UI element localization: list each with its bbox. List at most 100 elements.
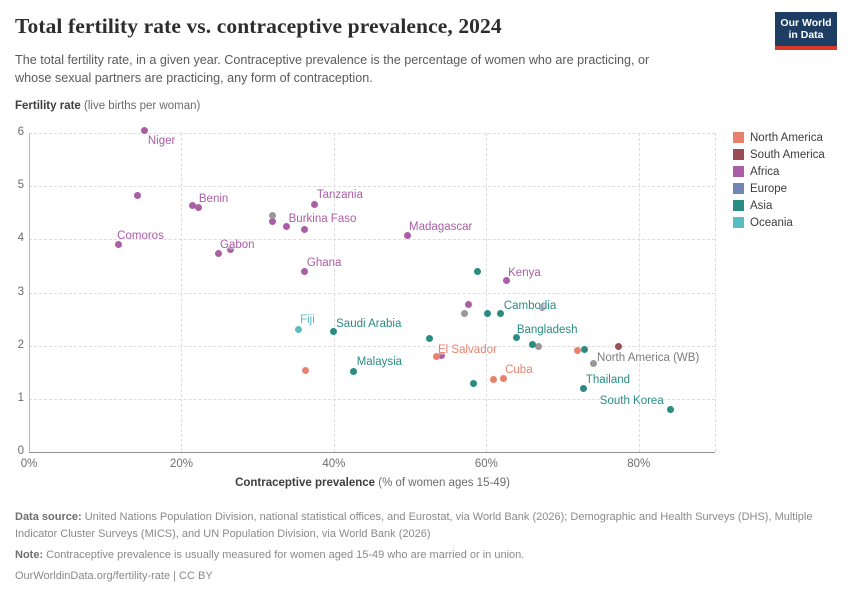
point-label-burkina-faso[interactable]: Burkina Faso: [288, 213, 357, 226]
point-label-north-america-wb-[interactable]: North America (WB): [597, 351, 700, 364]
owid-logo-line1: Our World: [780, 16, 832, 29]
data-point-tanzania[interactable]: [311, 201, 319, 209]
footer-citation[interactable]: OurWorldinData.org/fertility-rate | CC B…: [15, 570, 213, 582]
point-label-bangladesh[interactable]: Bangladesh: [516, 324, 578, 337]
data-point[interactable]: [465, 300, 473, 308]
point-label-comoros[interactable]: Comoros: [117, 230, 164, 243]
y-axis-title-bold: Fertility rate: [15, 100, 81, 112]
point-label-kenya[interactable]: Kenya: [508, 266, 541, 279]
legend-label: Oceania: [750, 216, 793, 229]
point-label-thailand[interactable]: Thailand: [585, 374, 631, 387]
data-point-niger[interactable]: [141, 126, 149, 134]
data-point-ghana[interactable]: [301, 267, 309, 275]
point-label-cambodia[interactable]: Cambodia: [503, 299, 557, 312]
data-point[interactable]: [473, 268, 481, 276]
data-point-benin[interactable]: [189, 202, 197, 210]
data-point-burkina-faso[interactable]: [283, 222, 291, 230]
data-point[interactable]: [461, 309, 469, 317]
data-point[interactable]: [302, 366, 310, 374]
data-point-kenya[interactable]: [502, 277, 510, 285]
point-label-el-salvador[interactable]: El Salvador: [438, 343, 497, 356]
data-point[interactable]: [133, 191, 141, 199]
data-point[interactable]: [581, 346, 589, 354]
gridline-x-40: [333, 133, 335, 452]
data-point[interactable]: [528, 340, 536, 348]
legend-swatch-icon: [733, 217, 744, 228]
data-point[interactable]: [425, 335, 433, 343]
y-tick-label-2: 2: [17, 338, 24, 351]
data-point[interactable]: [268, 212, 276, 220]
gridline-y-4: [29, 239, 715, 241]
point-label-malaysia[interactable]: Malaysia: [356, 356, 403, 369]
point-label-tanzania[interactable]: Tanzania: [316, 188, 363, 201]
data-point[interactable]: [534, 343, 542, 351]
data-point[interactable]: [539, 304, 547, 312]
gridline-x-80: [638, 133, 640, 452]
x-tick-label-20%: 20%: [169, 458, 193, 470]
point-label-fiji[interactable]: Fiji: [300, 314, 315, 327]
data-point-gabon[interactable]: [214, 249, 222, 257]
x-tick-label-60%: 60%: [474, 458, 498, 470]
legend-item-asia[interactable]: Asia: [733, 197, 825, 214]
data-point-malaysia[interactable]: [350, 367, 358, 375]
gridline-y-2: [29, 345, 715, 347]
data-point[interactable]: [226, 246, 234, 254]
footer-datasource-label: Data source:: [15, 511, 82, 523]
point-label-madagascar[interactable]: Madagascar: [409, 221, 473, 234]
x-tick-label-80%: 80%: [627, 458, 651, 470]
point-label-niger[interactable]: Niger: [147, 135, 176, 148]
gridline-x-20: [181, 133, 183, 452]
point-label-saudi-arabia[interactable]: Saudi Arabia: [336, 317, 402, 330]
data-point-el-salvador[interactable]: [432, 353, 440, 361]
legend-item-europe[interactable]: Europe: [733, 180, 825, 197]
data-point-south-korea[interactable]: [667, 406, 675, 414]
data-point[interactable]: [195, 204, 203, 212]
data-point-thailand[interactable]: [580, 384, 588, 392]
gridline-y-1: [29, 398, 715, 400]
footer-note-text: Contraceptive prevalence is usually meas…: [43, 549, 525, 561]
legend: North America South America Africa Europe As…: [733, 129, 825, 231]
y-tick-label-5: 5: [17, 179, 24, 192]
point-label-south-korea[interactable]: South Korea: [599, 394, 664, 407]
point-label-benin[interactable]: Benin: [198, 192, 229, 205]
legend-item-oceania[interactable]: Oceania: [733, 214, 825, 231]
data-point[interactable]: [489, 375, 497, 383]
legend-swatch-icon: [733, 200, 744, 211]
footer-note-label: Note:: [15, 549, 44, 561]
y-tick-label-0: 0: [17, 445, 24, 457]
point-label-cuba[interactable]: Cuba: [505, 364, 533, 377]
data-point[interactable]: [615, 342, 623, 350]
data-point[interactable]: [268, 218, 276, 226]
legend-item-south-america[interactable]: South America: [733, 146, 825, 163]
data-point-bangladesh[interactable]: [513, 333, 521, 341]
data-point-comoros[interactable]: [114, 240, 122, 248]
legend-swatch-icon: [733, 166, 744, 177]
data-point-saudi-arabia[interactable]: [329, 328, 337, 336]
legend-label: Africa: [750, 165, 780, 178]
y-axis-title: Fertility rate (live births per woman): [15, 100, 200, 112]
point-label-gabon[interactable]: Gabon: [220, 239, 255, 252]
data-point-madagascar[interactable]: [403, 231, 411, 239]
legend-swatch-icon: [733, 149, 744, 160]
x-axis-title-rest: (% of women ages 15-49): [375, 477, 510, 489]
point-label-ghana[interactable]: Ghana: [306, 257, 342, 270]
x-tick-label-40%: 40%: [322, 458, 346, 470]
owid-logo-line2: in Data: [788, 29, 824, 41]
legend-item-north-america[interactable]: North America: [733, 129, 825, 146]
data-point-north-america-wb-[interactable]: [589, 360, 597, 368]
data-point-cambodia[interactable]: [497, 310, 505, 318]
data-point[interactable]: [484, 309, 492, 317]
data-point[interactable]: [437, 351, 445, 359]
data-point[interactable]: [469, 380, 477, 388]
owid-logo[interactable]: Our World in Data: [775, 12, 837, 50]
legend-label: North America: [750, 131, 823, 144]
y-tick-label-1: 1: [17, 391, 24, 404]
data-point-fiji[interactable]: [294, 325, 302, 333]
data-point-cuba[interactable]: [499, 374, 507, 382]
data-point[interactable]: [300, 226, 308, 234]
data-point[interactable]: [574, 347, 582, 355]
x-tick-label-0%: 0%: [20, 458, 38, 470]
legend-item-africa[interactable]: Africa: [733, 163, 825, 180]
